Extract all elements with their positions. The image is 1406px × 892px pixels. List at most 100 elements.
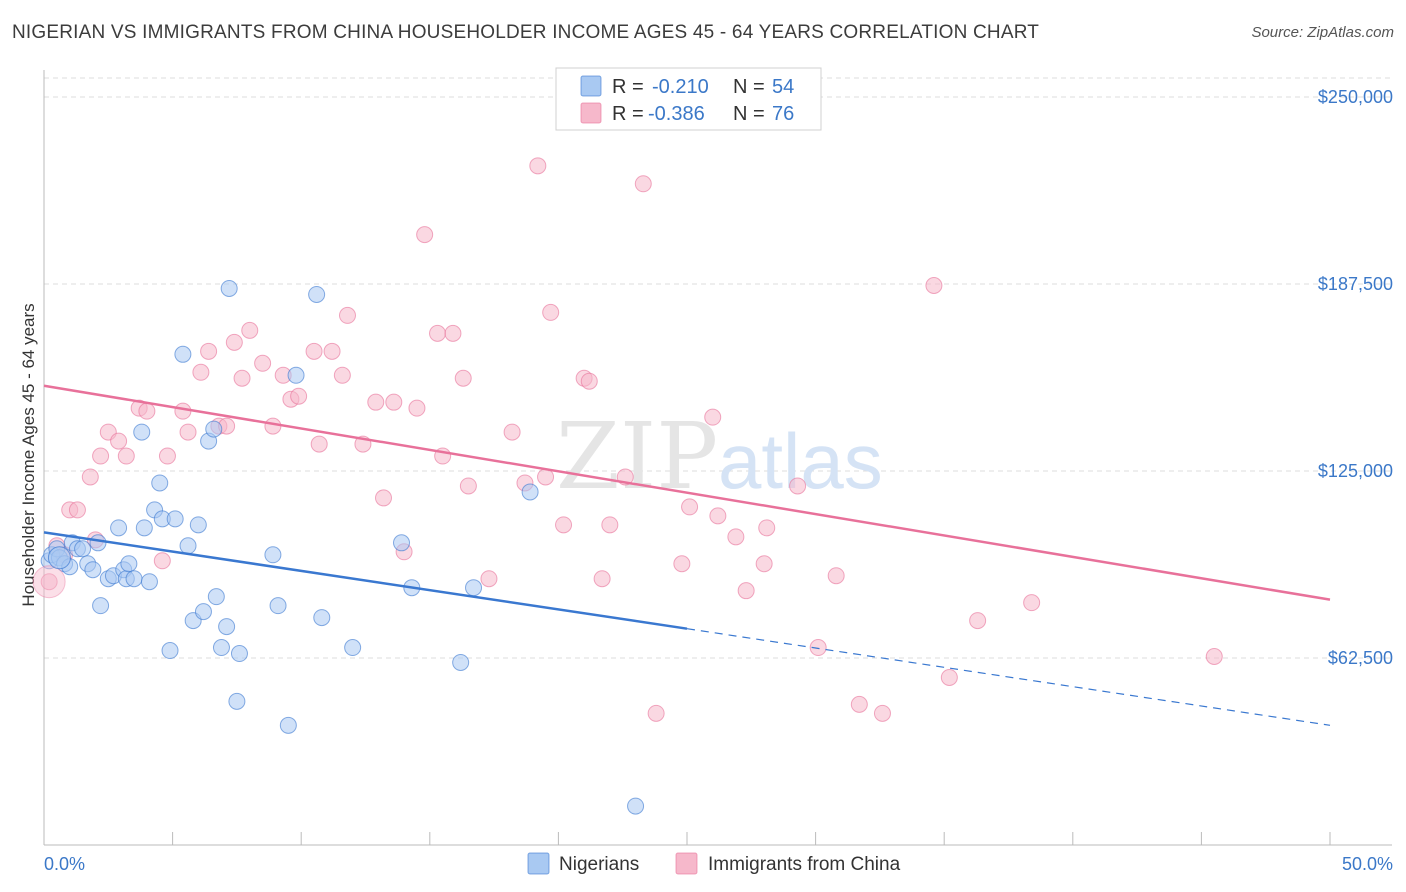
point-china-56 — [601, 516, 619, 534]
point-china-21 — [225, 333, 243, 351]
point-nigerians-28 — [174, 345, 192, 363]
point-china-28 — [290, 387, 308, 405]
point-china-32 — [333, 366, 351, 384]
legend-series-swatch-nigerians — [527, 852, 550, 875]
point-china-16 — [179, 423, 197, 441]
point-china-59 — [647, 704, 665, 722]
point-china-66 — [755, 555, 773, 573]
point-china-25 — [264, 417, 282, 435]
point-china-0 — [40, 573, 58, 591]
gridlines — [44, 77, 1392, 659]
point-nigerians-15 — [110, 519, 128, 537]
point-china-15 — [174, 402, 192, 420]
legend-n-value-1: 76 — [772, 103, 794, 125]
point-nigerians-52 — [521, 483, 539, 501]
point-china-24 — [254, 354, 272, 372]
point-china-13 — [153, 552, 171, 570]
legend-n-label-0: N = — [733, 76, 765, 98]
chart-title: NIGERIAN VS IMMIGRANTS FROM CHINA HOUSEH… — [12, 22, 1040, 43]
point-china-71 — [850, 695, 868, 713]
legend-n-value-0: 54 — [772, 76, 794, 98]
point-china-7 — [92, 447, 110, 465]
x-tick-label-min: 0.0% — [44, 854, 85, 874]
point-nigerians-31 — [189, 516, 207, 534]
point-china-51 — [542, 303, 560, 321]
point-china-36 — [375, 489, 393, 507]
point-nigerians-29 — [179, 537, 197, 555]
point-nigerians-40 — [230, 645, 248, 663]
point-nigerians-11 — [89, 534, 107, 552]
point-nigerians-51 — [465, 579, 483, 597]
trend-nigerians — [43, 531, 688, 630]
legend-r-label-1: R = — [612, 103, 644, 125]
point-nigerians-24 — [151, 474, 169, 492]
point-nigerians-43 — [279, 716, 297, 734]
point-china-40 — [416, 226, 434, 244]
point-china-50 — [537, 468, 555, 486]
point-china-76 — [1023, 594, 1041, 612]
point-nigerians-26 — [161, 642, 179, 660]
point-china-39 — [408, 399, 426, 417]
trend-lines — [43, 384, 1331, 726]
point-nigerians-42 — [269, 597, 287, 615]
legend-series-swatch-china — [675, 852, 698, 875]
point-china-54 — [580, 372, 598, 390]
point-china-77 — [1205, 648, 1223, 666]
point-china-44 — [454, 369, 472, 387]
y-axis-label: Householder Income Ages 45 - 64 years — [19, 303, 38, 606]
point-china-22 — [233, 369, 251, 387]
point-nigerians-19 — [125, 570, 143, 588]
point-nigerians-35 — [207, 588, 225, 606]
point-china-47 — [503, 423, 521, 441]
point-cluster-china — [32, 565, 66, 599]
point-nigerians-10 — [84, 561, 102, 579]
point-china-73 — [925, 276, 943, 294]
point-china-33 — [338, 306, 356, 324]
point-china-9 — [110, 432, 128, 450]
point-nigerians-53 — [627, 797, 645, 815]
point-nigerians-44 — [287, 366, 305, 384]
point-china-31 — [323, 342, 341, 360]
point-china-17 — [192, 363, 210, 381]
y-tick-label-1: $125,000 — [1318, 461, 1393, 481]
point-nigerians-47 — [344, 639, 362, 657]
point-nigerians-50 — [452, 653, 470, 671]
data-points — [32, 157, 1223, 815]
point-china-14 — [158, 447, 176, 465]
point-china-52 — [555, 516, 573, 534]
point-china-55 — [593, 570, 611, 588]
point-nigerians-39 — [228, 692, 246, 710]
y-tick-label-0: $62,500 — [1328, 648, 1393, 668]
point-china-72 — [873, 704, 891, 722]
legend-r-value-0: -0.210 — [652, 76, 709, 98]
legend-r-value-1: -0.386 — [648, 103, 705, 125]
point-china-74 — [940, 668, 958, 686]
point-china-62 — [704, 408, 722, 426]
legend-series: Nigerians Immigrants from China — [527, 852, 901, 875]
point-china-65 — [737, 582, 755, 600]
point-nigerians-8 — [74, 540, 92, 558]
point-china-35 — [367, 393, 385, 411]
legend-n-label-1: N = — [733, 103, 765, 125]
legend-stats: R = -0.210 N = 54 R = -0.386 N = 76 — [555, 67, 822, 131]
x-axis-tick-labels: 0.0% 50.0% — [44, 854, 1393, 874]
point-nigerians-45 — [313, 609, 331, 627]
point-nigerians-27 — [166, 510, 184, 528]
point-nigerians-32 — [194, 603, 212, 621]
point-nigerians-46 — [308, 285, 326, 303]
legend-swatch-china — [580, 102, 602, 124]
point-china-60 — [673, 555, 691, 573]
point-china-45 — [459, 477, 477, 495]
x-tick-label-max: 50.0% — [1342, 854, 1393, 874]
legend-r-label-0: R = — [612, 76, 644, 98]
point-china-64 — [727, 528, 745, 546]
point-china-12 — [138, 402, 156, 420]
point-china-63 — [709, 507, 727, 525]
y-tick-label-3: $250,000 — [1318, 87, 1393, 107]
trend-china — [43, 384, 1331, 601]
point-china-5 — [81, 468, 99, 486]
point-china-29 — [305, 342, 323, 360]
point-nigerians-12 — [92, 597, 110, 615]
chart-source: Source: ZipAtlas.com — [1251, 24, 1394, 41]
